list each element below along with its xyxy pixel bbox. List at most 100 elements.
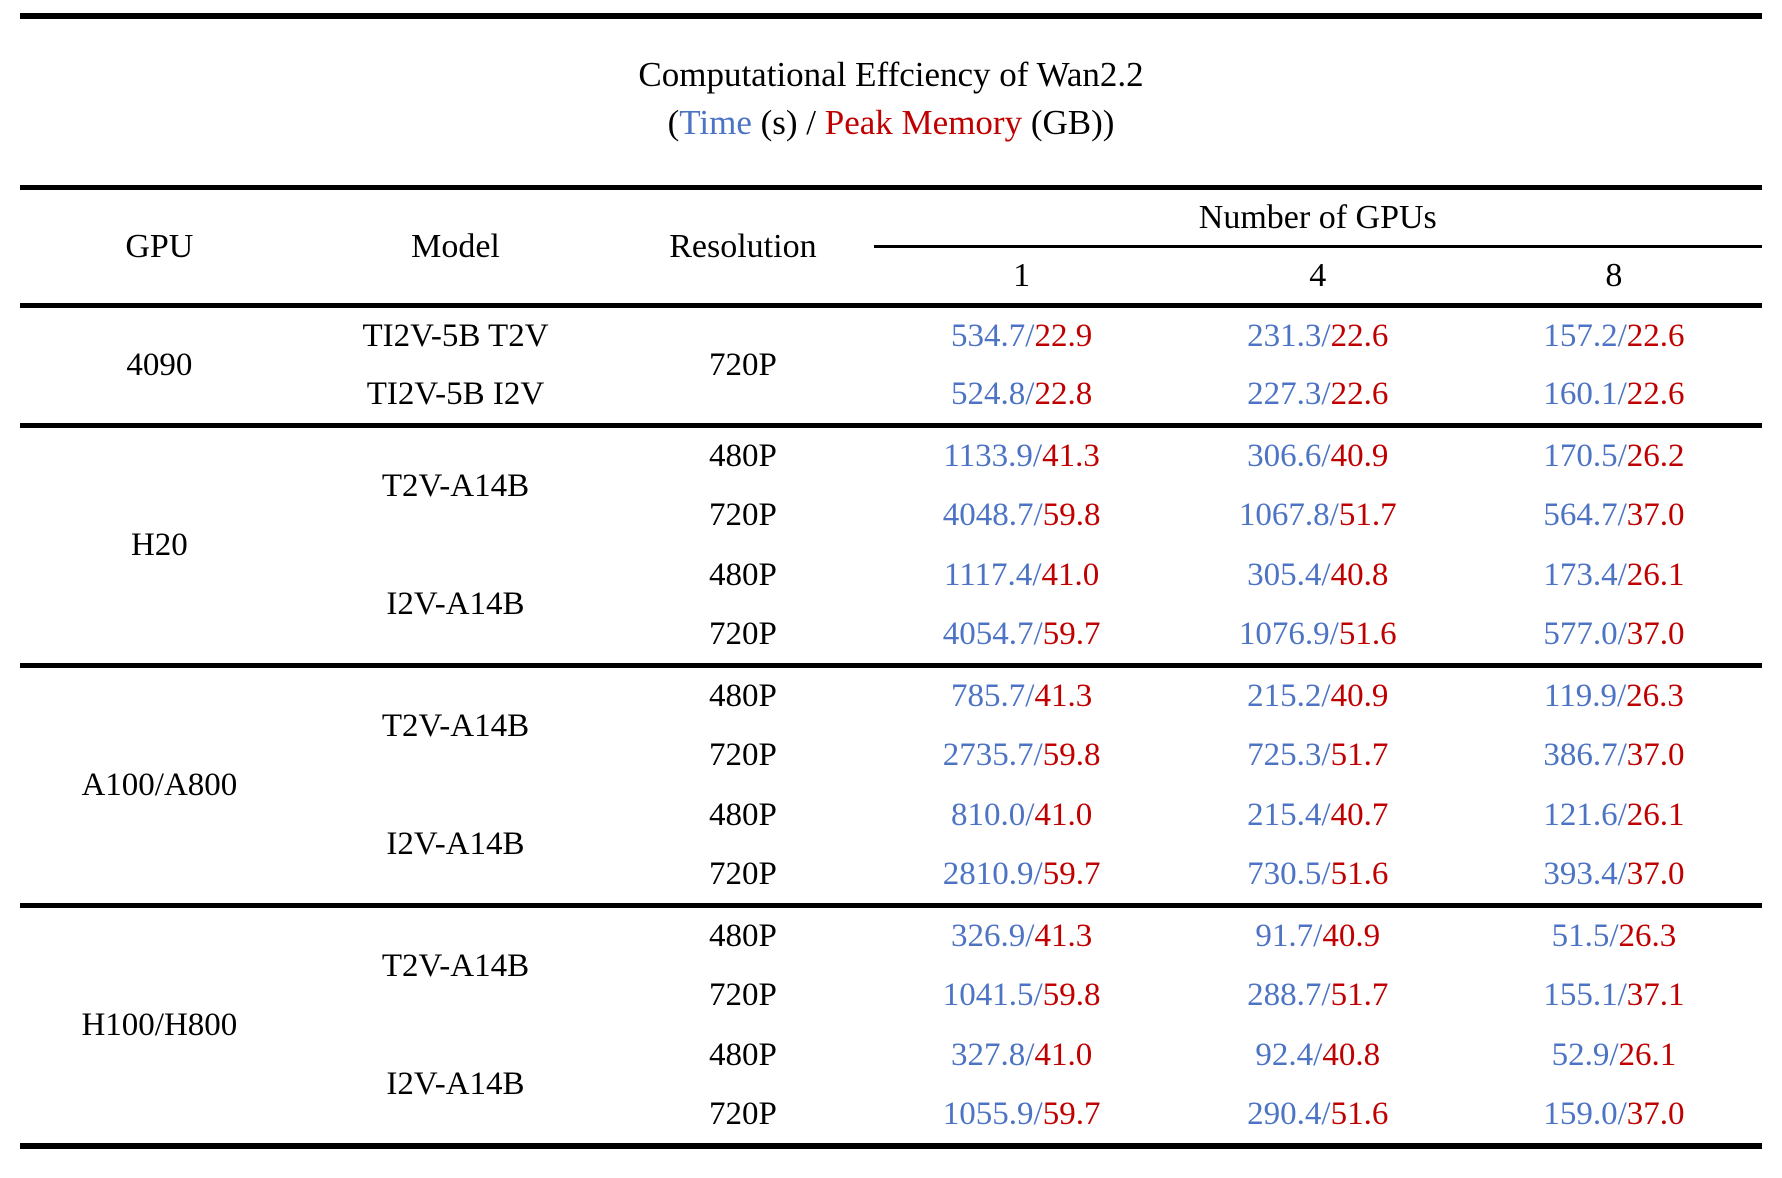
value-cell: 524.8/22.8 [874,366,1170,426]
time-value: 327.8 [951,1037,1026,1073]
value-separator: / [1025,375,1035,412]
resolution-cell: 480P [708,678,777,715]
header-row-gpu-counts: 1 4 8 [20,247,1762,306]
value-separator: / [1609,1037,1619,1073]
value-cell: 1076.9/51.6 [1170,606,1466,666]
table-row: I2V-A14B 480P 810.0/41.0 215.4/40.7 121.6/26… [20,786,1762,862]
time-value: 1067.8 [1238,497,1330,533]
col-header-model: Model [411,227,500,265]
table-row: 720P 1055.9/59.7 290.4/51.6 159.0/37.0 [20,1086,1762,1146]
time-value: 534.7 [951,318,1026,355]
memory-value: 41.0 [1041,557,1100,593]
memory-value: 26.2 [1626,438,1685,475]
value-separator: / [1617,318,1627,355]
time-value: 288.7 [1247,977,1322,1013]
value-cell: 52.9/26.1 [1466,1026,1762,1086]
value-separator: / [1313,918,1323,955]
time-value: 725.3 [1247,737,1322,773]
value-separator: / [1321,977,1331,1013]
model-cell: I2V-A14B [386,1065,525,1102]
value-separator: / [1617,1095,1627,1132]
value-separator: / [1617,375,1627,412]
value-separator: / [1321,557,1331,593]
value-separator: / [1321,737,1331,773]
time-value: 1076.9 [1238,615,1330,652]
value-cell: 730.5/51.6 [1170,846,1466,906]
memory-value: 59.7 [1042,855,1101,892]
memory-value: 26.1 [1626,557,1685,593]
value-cell: 534.7/22.9 [874,306,1170,366]
time-value: 1133.9 [943,438,1033,475]
time-value: 1055.9 [942,1095,1034,1132]
gpu-section: 4090 TI2V-5B T2V 720P 534.7/22.9 231.3/22.6 1… [20,305,1762,426]
header-row-top: GPU Model Resolution Number of GPUs [20,187,1762,265]
memory-value: 41.3 [1034,678,1093,715]
time-value: 326.9 [951,918,1026,955]
title-line2: (Time (s) / Peak Memory (GB)) [20,99,1762,147]
table-row: I2V-A14B 480P 1117.4/41.0 305.4/40.8 173.4/2… [20,546,1762,622]
time-value: 577.0 [1543,615,1618,652]
time-value: 564.7 [1543,497,1618,533]
time-value: 160.1 [1543,375,1618,412]
value-cell: 386.7/37.0 [1466,726,1762,786]
time-value: 92.4 [1255,1037,1314,1073]
time-value: 810.0 [951,797,1026,833]
time-value: 215.2 [1247,678,1322,715]
value-cell: 155.1/37.1 [1466,966,1762,1026]
time-value: 119.9 [1543,678,1617,715]
memory-value: 51.7 [1330,977,1389,1013]
value-cell: 327.8/41.0 [874,1026,1170,1086]
value-cell: 725.3/51.7 [1170,726,1466,786]
resolution-cell: 480P [708,797,777,833]
time-value: 51.5 [1551,918,1610,955]
value-separator: / [1616,678,1627,715]
table-row: H100/H800 T2V-A14B 480P 326.9/41.3 91.7/40.9… [20,906,1762,1043]
resolution-cell: 720P [708,737,777,773]
memory-value: 22.9 [1034,318,1093,355]
value-separator: / [1321,318,1331,355]
memory-value: 40.8 [1322,1037,1381,1073]
value-cell: 1117.4/41.0 [874,546,1170,606]
value-separator: / [1025,678,1035,715]
memory-value: 22.8 [1034,375,1093,412]
resolution-cell: 480P [708,438,777,475]
memory-value: 26.1 [1618,1037,1677,1073]
col-header-gpu-count-1: 1 [1013,256,1031,294]
value-cell: 160.1/22.6 [1466,366,1762,426]
value-separator: / [1033,977,1043,1013]
memory-value: 37.0 [1626,1095,1685,1132]
value-cell: 1133.9/41.3 [874,426,1170,486]
value-separator: / [1025,318,1035,355]
value-cell: 51.5/26.3 [1466,906,1762,966]
time-value: 91.7 [1255,918,1314,955]
time-value: 52.9 [1551,1037,1610,1073]
value-separator: / [1617,737,1627,773]
value-separator: / [1329,615,1339,652]
col-header-gpu: GPU [125,227,194,265]
memory-value: 37.0 [1626,737,1685,773]
value-cell: 306.6/40.9 [1170,426,1466,486]
value-separator: / [1321,375,1331,412]
value-cell: 91.7/40.9 [1170,906,1466,966]
value-cell: 2735.7/59.8 [874,726,1170,786]
time-value: 306.6 [1247,438,1322,475]
memory-value: 59.8 [1042,737,1101,773]
model-cell: T2V-A14B [381,468,530,505]
time-value: 4048.7 [942,497,1034,533]
memory-value: 51.7 [1330,737,1389,773]
memory-value: 59.8 [1042,977,1101,1013]
value-separator: / [1609,918,1619,955]
value-cell: 170.5/26.2 [1466,426,1762,486]
resolution-cell: 720P [708,347,777,383]
value-separator: / [1321,438,1331,475]
time-value: 1041.5 [942,977,1034,1013]
value-cell: 92.4/40.8 [1170,1026,1466,1086]
table-row: 720P 2735.7/59.8 725.3/51.7 386.7/37.0 [20,726,1762,786]
time-value: 121.6 [1543,797,1618,833]
gpu-cell: H20 [130,527,188,563]
memory-value: 40.9 [1330,678,1389,715]
memory-value: 51.7 [1338,497,1397,533]
model-cell: TI2V-5B I2V [366,375,545,412]
value-cell: 2810.9/59.7 [874,846,1170,906]
resolution-cell: 480P [708,918,777,955]
